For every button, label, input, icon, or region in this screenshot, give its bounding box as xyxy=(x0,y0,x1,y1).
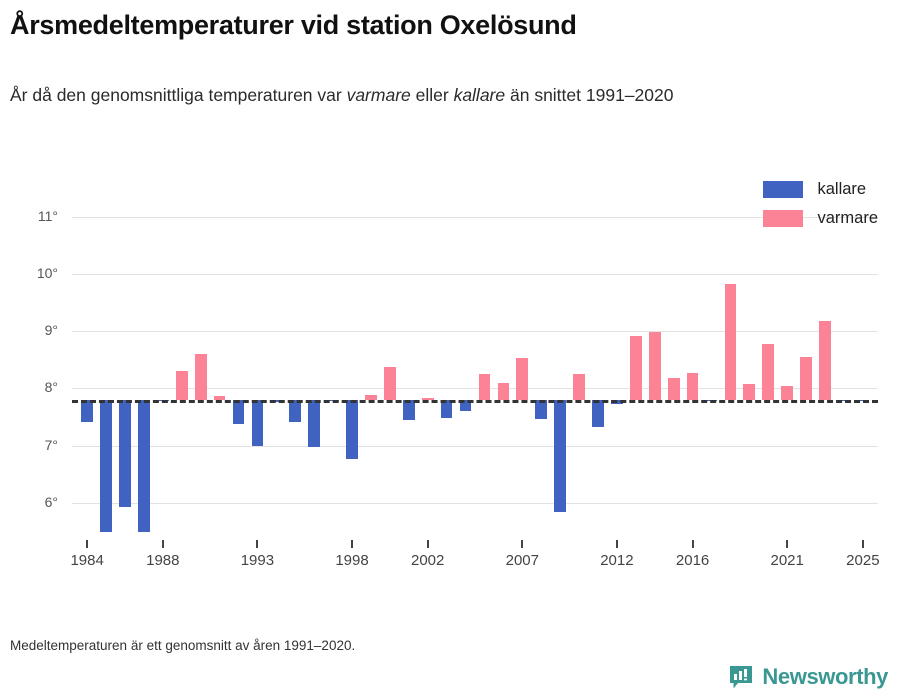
chart-footnote: Medeltemperaturen är ett genomsnitt av å… xyxy=(10,638,356,653)
x-axis-tick-label: 2007 xyxy=(505,552,539,569)
legend-swatch-kallare xyxy=(763,181,804,198)
x-axis-tick xyxy=(256,540,259,548)
x-axis-tick-label: 2021 xyxy=(770,552,804,569)
y-axis-tick-label: 6° xyxy=(44,493,58,510)
x-axis-tick xyxy=(351,540,354,548)
y-axis-tick-label: 8° xyxy=(44,379,58,396)
bar-1991[interactable] xyxy=(213,395,226,400)
x-axis-tick xyxy=(861,540,864,548)
bar-2003[interactable] xyxy=(440,399,453,419)
bar-2021[interactable] xyxy=(781,386,794,400)
chart-legend: kallare varmare xyxy=(763,180,878,238)
x-axis-tick xyxy=(426,540,429,548)
x-axis-tick-label: 2002 xyxy=(411,552,445,569)
bar-2013[interactable] xyxy=(629,336,642,400)
bar-1989[interactable] xyxy=(175,371,188,400)
legend-label: kallare xyxy=(817,180,867,198)
gridline xyxy=(72,216,878,218)
legend-swatch-varmare xyxy=(763,210,804,227)
bar-2004[interactable] xyxy=(459,399,472,412)
chart-subtitle: År då den genomsnittliga temperaturen va… xyxy=(10,82,850,109)
x-axis-tick xyxy=(86,540,89,548)
x-axis-tick-label: 1993 xyxy=(240,552,275,569)
subtitle-part-1: År då den genomsnittliga temperaturen va… xyxy=(10,85,347,105)
bar-2015[interactable] xyxy=(667,377,680,400)
bar-2023[interactable] xyxy=(819,321,831,400)
bar-2014[interactable] xyxy=(648,331,661,400)
bar-2022[interactable] xyxy=(800,356,812,400)
subtitle-part-2: eller xyxy=(410,85,454,105)
bar-2020[interactable] xyxy=(762,344,775,400)
gridline xyxy=(72,331,878,333)
bar-1990[interactable] xyxy=(194,354,207,400)
newsworthy-wordmark: Newsworthy xyxy=(762,664,888,689)
bar-2002[interactable] xyxy=(421,398,434,400)
newsworthy-bar-chart-bubble-icon xyxy=(728,664,754,690)
bar-1999[interactable] xyxy=(365,395,377,400)
bar-2018[interactable] xyxy=(724,283,737,400)
subtitle-emphasis-kallare: kallare xyxy=(453,85,506,105)
x-axis: 1984 1988 1993 1998 2002 2007 2012 2016 2021 2025 xyxy=(70,540,880,580)
gridline xyxy=(72,388,878,390)
page-title: Årsmedeltemperaturer vid station Oxelösu… xyxy=(10,10,577,40)
y-axis-tick-label: 7° xyxy=(44,436,58,453)
x-axis-tick xyxy=(615,540,618,548)
bar-2005[interactable] xyxy=(478,374,491,400)
bar-2009[interactable] xyxy=(554,399,566,512)
y-axis-tick-label: 9° xyxy=(44,322,58,339)
bar-1993[interactable] xyxy=(251,399,264,447)
x-axis-tick-label: 1984 xyxy=(70,552,104,569)
bar-2001[interactable] xyxy=(402,399,415,421)
gridline xyxy=(72,502,878,504)
gridline xyxy=(72,445,878,447)
bar-2000[interactable] xyxy=(383,366,396,400)
average-baseline xyxy=(72,399,878,403)
x-axis-tick xyxy=(786,540,789,548)
bar-2010[interactable] xyxy=(573,374,585,400)
subtitle-emphasis-varmare: varmare xyxy=(346,85,411,105)
bar-chart: 6° 7° 8° 9° 10° 11° 1984 1988 1993 1998 2002 2007 2… xyxy=(0,170,900,620)
bar-2016[interactable] xyxy=(686,372,699,400)
bar-2006[interactable] xyxy=(497,382,510,400)
plot-area: 6° 7° 8° 9° 10° 11° xyxy=(37,194,878,537)
gridline xyxy=(72,274,878,276)
bar-2008[interactable] xyxy=(535,399,548,420)
legend-item-varmare[interactable]: varmare xyxy=(763,209,878,228)
bar-1992[interactable] xyxy=(232,399,245,424)
x-axis-tick-label: 2016 xyxy=(675,552,710,569)
bar-1985[interactable] xyxy=(100,399,112,533)
bar-1984[interactable] xyxy=(81,399,93,422)
bar-1995[interactable] xyxy=(289,399,302,422)
legend-item-kallare[interactable]: kallare xyxy=(763,180,878,199)
y-axis-tick-label: 11° xyxy=(37,207,58,224)
x-axis-tick xyxy=(161,540,164,548)
bar-2007[interactable] xyxy=(516,358,529,400)
x-axis-tick-label: 1998 xyxy=(335,552,369,569)
subtitle-part-3: än snittet 1991–2020 xyxy=(505,85,674,105)
bar-1996[interactable] xyxy=(308,399,321,448)
bar-2011[interactable] xyxy=(592,399,604,427)
bar-1998[interactable] xyxy=(346,399,358,459)
newsworthy-logo[interactable]: Newsworthy xyxy=(728,664,888,690)
x-axis-tick xyxy=(521,540,524,548)
x-axis-tick-label: 2025 xyxy=(846,552,880,569)
bar-1986[interactable] xyxy=(119,399,131,508)
x-axis-tick-label: 2012 xyxy=(600,552,634,569)
x-axis-tick xyxy=(691,540,694,548)
x-axis-tick-label: 1988 xyxy=(146,552,180,569)
bar-2019[interactable] xyxy=(743,384,756,400)
bar-1987[interactable] xyxy=(138,399,150,533)
y-axis-tick-label: 10° xyxy=(36,265,58,282)
legend-label: varmare xyxy=(817,209,878,227)
